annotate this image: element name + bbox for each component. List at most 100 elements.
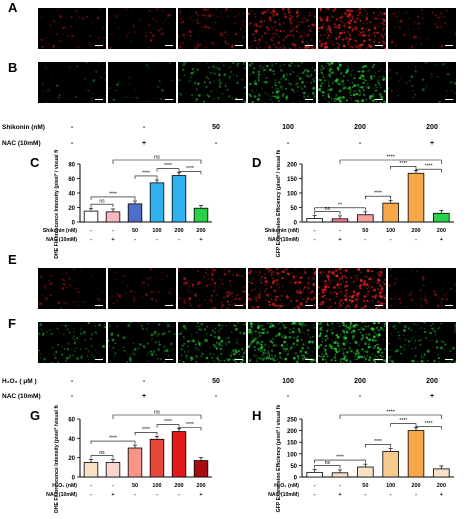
nac-value-top-5: - bbox=[358, 140, 362, 147]
micrograph-a-3 bbox=[178, 8, 246, 49]
x-row1-value: 50 bbox=[362, 483, 368, 489]
bar-1 bbox=[83, 462, 99, 478]
micrograph-f-3 bbox=[178, 322, 246, 363]
bar-1 bbox=[306, 471, 323, 478]
nac-value-bottom-2: + bbox=[141, 393, 147, 400]
scale-bar bbox=[95, 305, 103, 306]
y-axis-label: GFP Expression Efficiency (pixel² / visu… bbox=[276, 405, 282, 512]
scale-bar bbox=[235, 305, 243, 306]
sig-bracket bbox=[314, 211, 341, 215]
scale-bar bbox=[305, 99, 313, 100]
bar-4 bbox=[149, 182, 165, 223]
x-row1-value: - bbox=[339, 228, 341, 234]
y-tick-label: 0 bbox=[72, 476, 76, 482]
x-row2-value: + bbox=[338, 237, 341, 243]
sig-label: **** bbox=[164, 419, 172, 425]
bar-3 bbox=[357, 214, 374, 223]
x-row2-value: - bbox=[364, 237, 366, 243]
x-row2-value: - bbox=[390, 492, 392, 498]
nac-value-top-4: - bbox=[286, 140, 290, 147]
sig-label: ns bbox=[325, 460, 331, 466]
h2o2-value-4: 100 bbox=[282, 378, 294, 385]
h2o2-row-label: H₂O₂ ( μM ) bbox=[2, 378, 37, 385]
x-row2-value: - bbox=[134, 492, 136, 498]
micrograph-e-4 bbox=[248, 268, 316, 309]
h2o2-value-6: 200 bbox=[426, 378, 438, 385]
sig-bracket bbox=[314, 465, 341, 469]
x-row1-value: - bbox=[90, 483, 92, 489]
nac-value-bottom-4: - bbox=[286, 393, 290, 400]
bar-6 bbox=[193, 207, 209, 223]
x-row2-value: - bbox=[156, 237, 158, 243]
x-row2-value: - bbox=[90, 237, 92, 243]
chart-g: 0 20 40 60 DHE Fluorescence Intensity (pixel… bbox=[46, 405, 212, 513]
x-row2-value: - bbox=[390, 237, 392, 243]
micrograph-row-e bbox=[38, 268, 456, 309]
x-row1-value: 100 bbox=[386, 483, 395, 489]
x-row1-value: 100 bbox=[152, 483, 161, 489]
bar-1 bbox=[306, 218, 323, 223]
sig-bracket-top bbox=[339, 414, 442, 419]
scale-bar bbox=[305, 45, 313, 46]
x-row2-value: - bbox=[134, 237, 136, 243]
sig-label: **** bbox=[109, 191, 117, 197]
y-tick-label: 50 bbox=[290, 464, 297, 470]
x-row1-value: 200 bbox=[411, 483, 420, 489]
x-row2-label: NAC (10mM) bbox=[46, 237, 77, 243]
bar-4 bbox=[149, 438, 165, 478]
x-row1-value: 200 bbox=[437, 483, 446, 489]
h2o2-value-5: 200 bbox=[354, 378, 366, 385]
sig-label: **** bbox=[425, 421, 433, 427]
sig-bracket bbox=[134, 175, 158, 179]
y-tick-label: 50 bbox=[290, 206, 297, 212]
x-row2-value: - bbox=[156, 492, 158, 498]
y-tick-label: 0 bbox=[72, 221, 76, 227]
bar-3 bbox=[357, 466, 374, 478]
micrograph-a-1 bbox=[38, 8, 106, 49]
x-row1-value: 100 bbox=[386, 228, 395, 234]
micrograph-a-2 bbox=[108, 8, 176, 49]
x-row1-value: - bbox=[90, 228, 92, 234]
shikonin-row-label: Shikonin (nM) bbox=[2, 124, 45, 131]
scale-bar bbox=[375, 99, 383, 100]
x-row2-value: + bbox=[199, 237, 202, 243]
x-row1-value: - bbox=[314, 483, 316, 489]
micrograph-b-1 bbox=[38, 62, 106, 103]
y-axis-label: GFP Expression Efficiency (pixel² / visu… bbox=[276, 150, 282, 257]
y-tick-label: 40 bbox=[68, 192, 75, 198]
shikonin-value-5: 200 bbox=[354, 124, 366, 131]
x-row1-value: 200 bbox=[411, 228, 420, 234]
nac-value-bottom-6: + bbox=[429, 393, 435, 400]
x-row2-value: - bbox=[178, 237, 180, 243]
scale-bar bbox=[165, 99, 173, 100]
micrograph-row-a bbox=[38, 8, 456, 49]
bar-3 bbox=[127, 203, 143, 223]
sig-label-top: ns bbox=[154, 155, 160, 161]
scale-bar bbox=[95, 359, 103, 360]
x-row2-value: + bbox=[111, 492, 114, 498]
y-axis-label: DHE Fluorescence Intensity (pixel² / vis… bbox=[54, 150, 60, 259]
scale-bar bbox=[305, 359, 313, 360]
bar-6 bbox=[193, 460, 209, 478]
y-tick-label: 250 bbox=[287, 418, 298, 424]
nac-value-bottom-1: - bbox=[70, 393, 74, 400]
y-tick-label: 150 bbox=[287, 441, 298, 447]
bar-4 bbox=[382, 202, 399, 223]
micrograph-e-1 bbox=[38, 268, 106, 309]
panel-label-b: B bbox=[8, 60, 18, 75]
scale-bar bbox=[375, 359, 383, 360]
scale-bar bbox=[235, 45, 243, 46]
sig-label: **** bbox=[109, 436, 117, 442]
shikonin-value-2: - bbox=[142, 124, 146, 131]
x-row2-value: - bbox=[364, 492, 366, 498]
sig-bracket bbox=[134, 432, 158, 436]
sig-bracket bbox=[390, 166, 417, 170]
y-tick-label: 0 bbox=[294, 221, 298, 227]
shikonin-value-6: 200 bbox=[426, 124, 438, 131]
sig-label: **** bbox=[399, 418, 407, 424]
nac-value-bottom-3: - bbox=[214, 393, 218, 400]
micrograph-e-5 bbox=[318, 268, 386, 309]
y-tick-label: 100 bbox=[287, 452, 298, 458]
panel-label-a: A bbox=[8, 0, 18, 15]
sig-label: **** bbox=[336, 455, 344, 461]
